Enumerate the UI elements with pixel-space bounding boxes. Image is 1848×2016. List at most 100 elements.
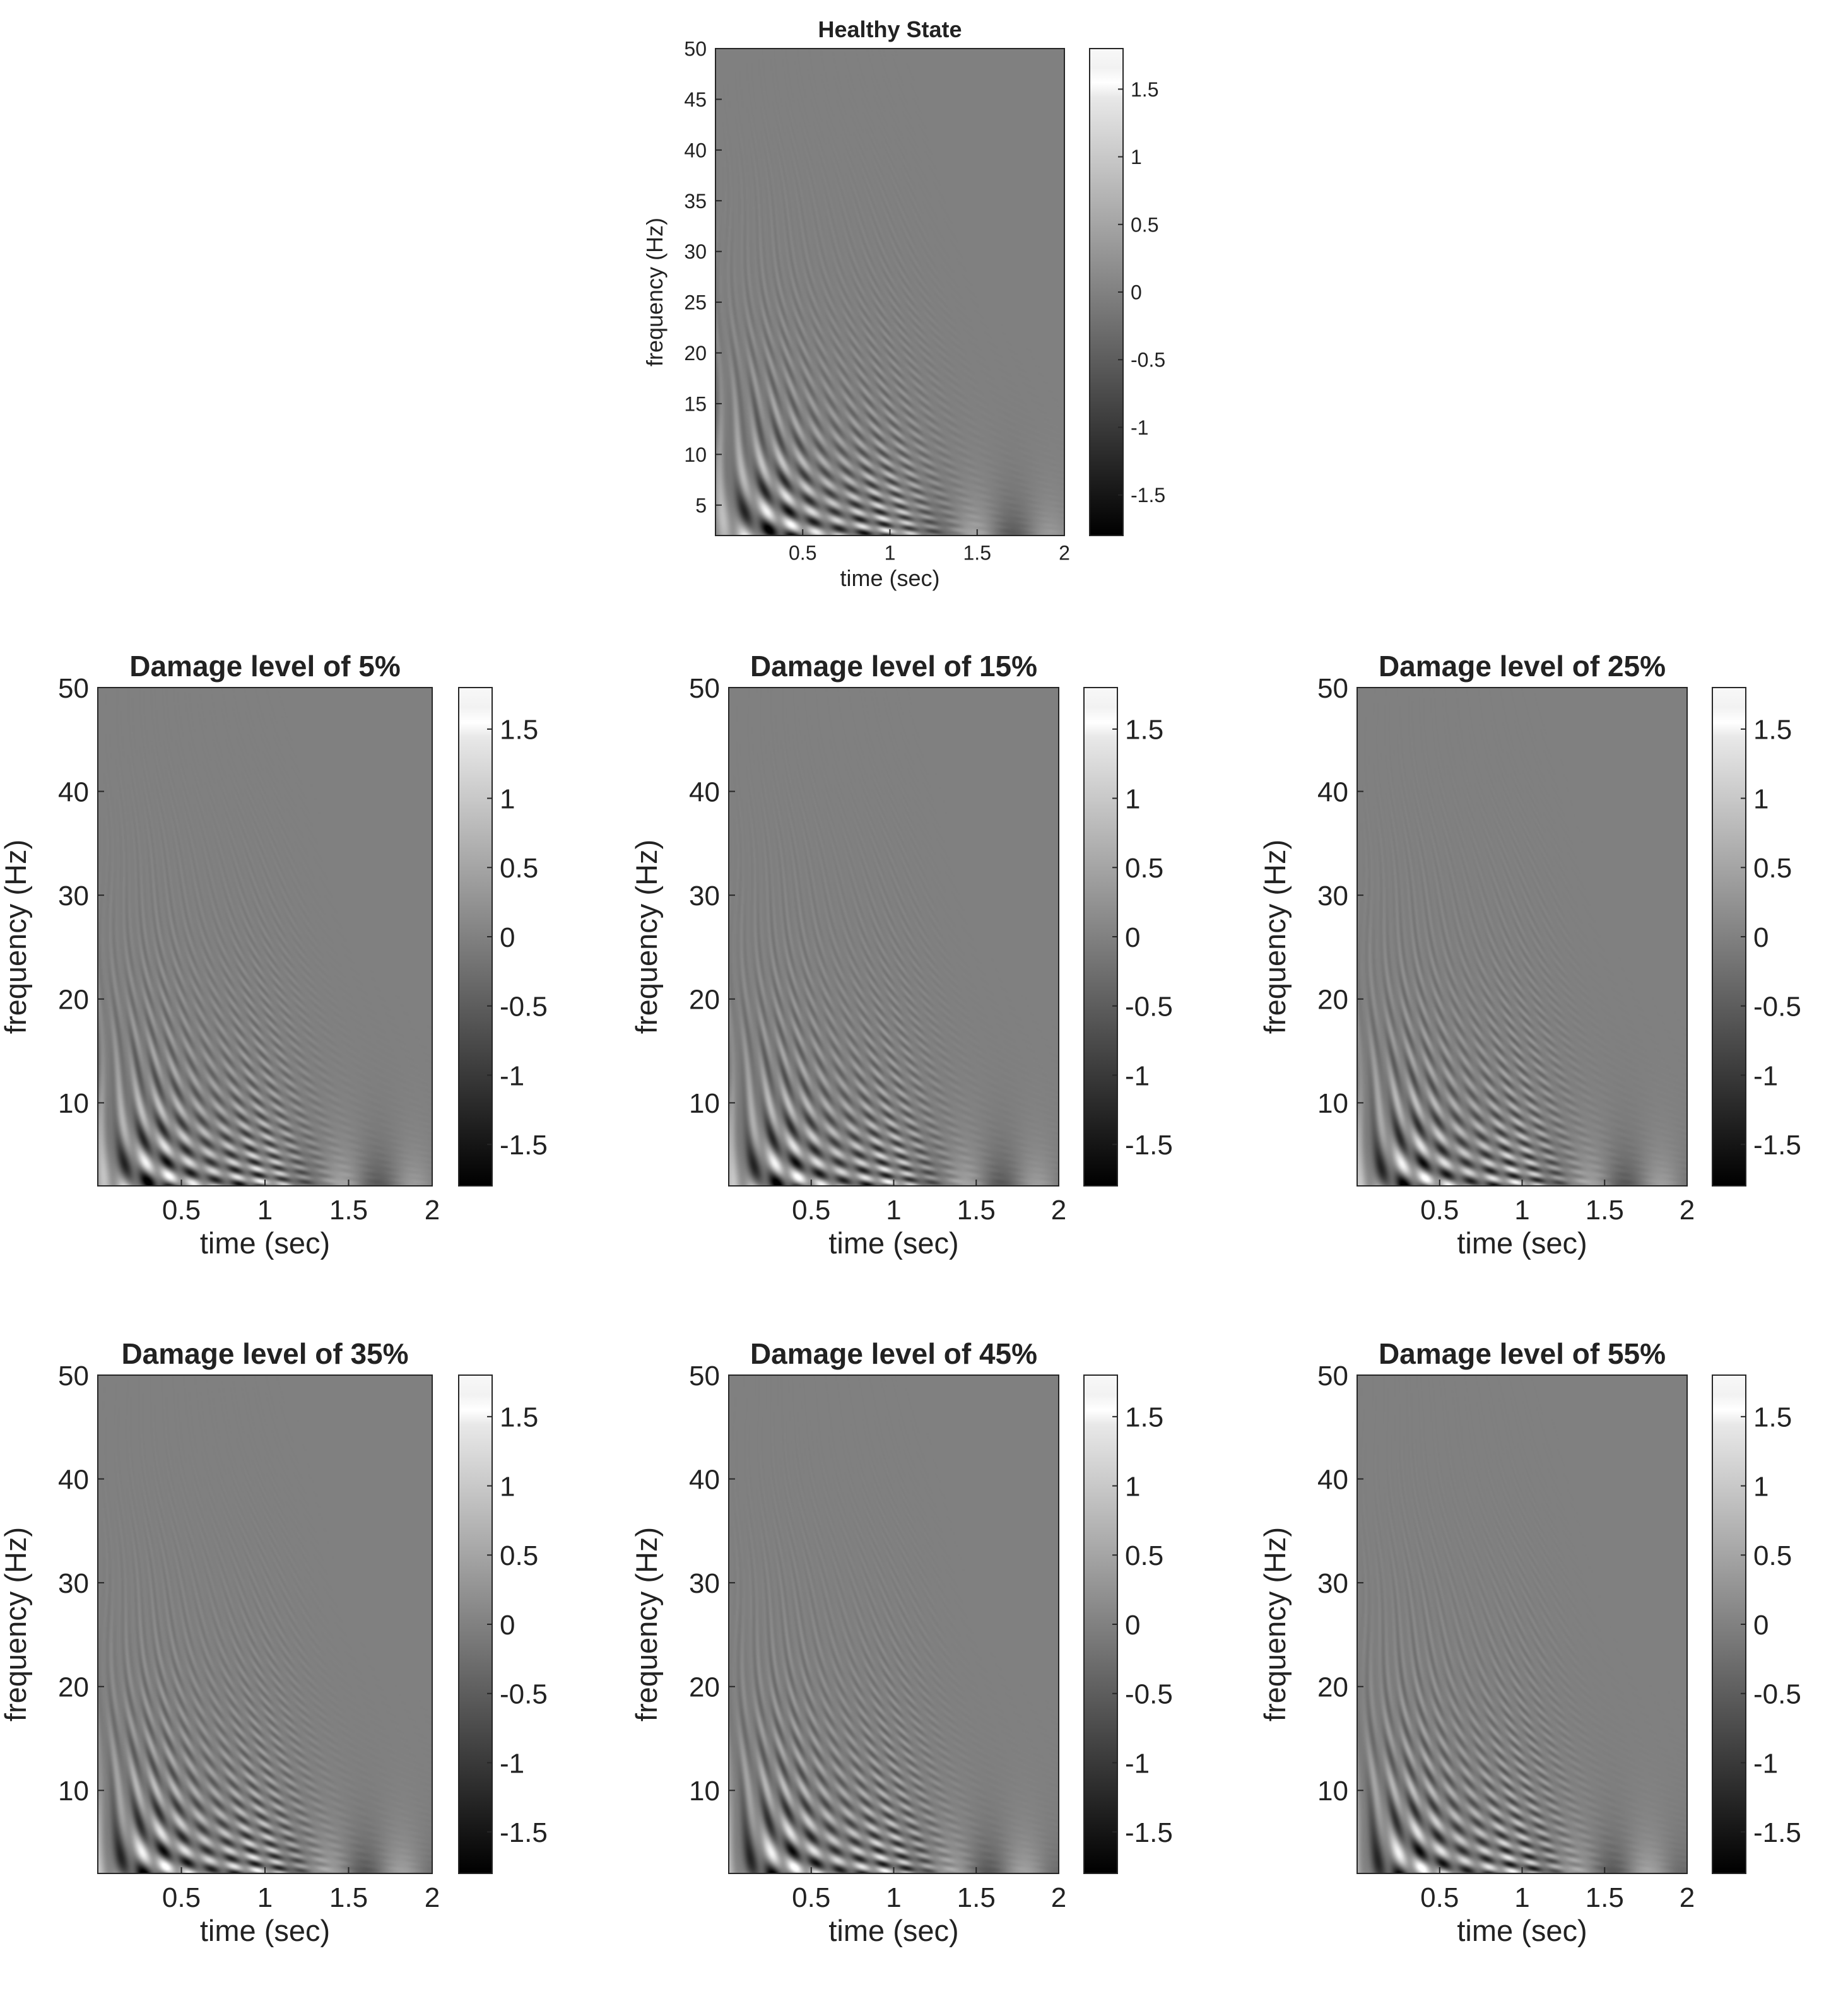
chart-title: Damage level of 5% xyxy=(129,650,401,683)
y-tick-label: 40 xyxy=(1317,777,1348,807)
y-axis-label: frequency (Hz) xyxy=(0,1527,32,1721)
colorbar-tick-label: -1.5 xyxy=(1753,1817,1801,1848)
y-tick-label: 10 xyxy=(689,1088,720,1119)
y-tick-label: 45 xyxy=(684,88,707,111)
y-tick-label: 30 xyxy=(689,881,720,911)
y-tick-label: 10 xyxy=(689,1776,720,1807)
colorbar-tick-label: 1.5 xyxy=(1753,1402,1792,1433)
x-tick-label: 1.5 xyxy=(957,1195,996,1226)
x-axis-label: time (sec) xyxy=(828,1914,958,1947)
panel-4: Damage level of 25%0.5 1 1.5 21020304050tim… xyxy=(1258,650,1801,1260)
y-axis-label: frequency (Hz) xyxy=(1258,1527,1292,1721)
heatmap-image xyxy=(98,688,432,1186)
y-tick-label: 10 xyxy=(58,1776,89,1807)
y-tick-label: 40 xyxy=(689,1464,720,1495)
x-axis-label: time (sec) xyxy=(828,1226,958,1260)
heatmap-image xyxy=(729,1375,1059,1873)
colorbar-tick-label: 0 xyxy=(500,922,515,953)
colorbar xyxy=(458,1374,493,1874)
y-tick-label: 40 xyxy=(689,777,720,807)
heatmap-image xyxy=(715,49,1064,536)
y-tick-label: 40 xyxy=(58,777,89,807)
colorbar-tick-label: 0.5 xyxy=(1125,853,1163,884)
x-tick-label: 1.5 xyxy=(1586,1195,1624,1226)
x-tick-label: 2 xyxy=(425,1195,440,1226)
x-tick-label: 0.5 xyxy=(162,1195,201,1226)
heatmap-image xyxy=(1357,688,1687,1186)
y-tick-label: 20 xyxy=(684,342,707,365)
x-tick-label: 0.5 xyxy=(789,541,816,564)
colorbar-tick-label: -1.5 xyxy=(1753,1130,1801,1161)
colorbar-tick-label: 0 xyxy=(1753,922,1769,953)
chart-title: Damage level of 35% xyxy=(121,1337,408,1370)
y-tick-label: 40 xyxy=(1317,1464,1348,1495)
panel-2: Damage level of 5%0.5 1 1.5 21020304050time… xyxy=(0,650,548,1260)
x-tick-label: 2 xyxy=(1680,1882,1695,1913)
colorbar-tick-label: 0 xyxy=(1125,922,1140,953)
y-tick-label: 20 xyxy=(1317,985,1348,1016)
colorbar-tick-label: 1.5 xyxy=(1753,715,1792,746)
y-tick-label: 50 xyxy=(58,1361,89,1392)
colorbar-tick-label: 1.5 xyxy=(1125,715,1163,746)
x-tick-label: 2 xyxy=(1680,1195,1695,1226)
colorbar xyxy=(1089,48,1124,536)
colorbar-tick-label: 1 xyxy=(1753,1471,1769,1502)
y-tick-label: 10 xyxy=(58,1088,89,1119)
panel-6: Damage level of 45%0.5 1 1.5 21020304050tim… xyxy=(630,1337,1173,1947)
heatmap-image xyxy=(729,688,1059,1186)
colorbar-tick-label: -1 xyxy=(1753,1060,1778,1091)
x-tick-label: 2 xyxy=(1051,1882,1066,1913)
colorbar-tick-label: -0.5 xyxy=(500,992,548,1023)
colorbar-tick-label: -1.5 xyxy=(500,1817,548,1848)
chart-title: Damage level of 25% xyxy=(1379,650,1666,683)
y-axis-label: frequency (Hz) xyxy=(1258,840,1292,1034)
y-tick-label: 50 xyxy=(684,38,707,61)
y-axis-label: frequency (Hz) xyxy=(630,1527,663,1721)
y-tick-label: 40 xyxy=(58,1464,89,1495)
y-tick-label: 20 xyxy=(58,985,89,1016)
x-tick-label: 1 xyxy=(257,1882,273,1913)
colorbar-tick-label: -0.5 xyxy=(500,1679,548,1710)
colorbar xyxy=(1712,1374,1746,1874)
y-tick-label: 50 xyxy=(1317,1361,1348,1392)
y-tick-label: 50 xyxy=(689,673,720,704)
y-tick-label: 50 xyxy=(58,673,89,704)
y-axis-label: frequency (Hz) xyxy=(630,840,663,1034)
x-tick-label: 1 xyxy=(886,1195,901,1226)
y-axis-label: frequency (Hz) xyxy=(642,218,668,366)
x-axis-label: time (sec) xyxy=(840,565,939,591)
colorbar-tick-label: -0.5 xyxy=(1125,992,1173,1023)
colorbar-tick-label: -0.5 xyxy=(1753,1679,1801,1710)
x-tick-label: 1 xyxy=(885,541,896,564)
x-tick-label: 1 xyxy=(1514,1195,1529,1226)
colorbar xyxy=(458,687,493,1187)
colorbar-tick-label: 0.5 xyxy=(1753,1540,1792,1571)
y-tick-label: 25 xyxy=(684,291,707,314)
y-tick-label: 50 xyxy=(689,1361,720,1392)
heatmap-image xyxy=(1357,1375,1687,1873)
x-tick-label: 1 xyxy=(886,1882,901,1913)
colorbar-tick-label: -1.5 xyxy=(1125,1130,1173,1161)
colorbar-tick-label: -1 xyxy=(500,1748,524,1779)
x-tick-label: 1.5 xyxy=(957,1882,996,1913)
x-axis-label: time (sec) xyxy=(1457,1914,1587,1947)
y-tick-label: 20 xyxy=(1317,1672,1348,1703)
heatmap-image xyxy=(98,1375,432,1873)
chart-title: Damage level of 45% xyxy=(750,1337,1037,1370)
colorbar-tick-label: 0.5 xyxy=(1125,1540,1163,1571)
colorbar-tick-label: -1 xyxy=(1753,1748,1778,1779)
y-tick-label: 35 xyxy=(684,190,707,213)
x-axis-label: time (sec) xyxy=(200,1226,330,1260)
colorbar-tick-label: 0.5 xyxy=(500,1540,538,1571)
colorbar-tick-label: 1 xyxy=(1753,783,1769,814)
y-tick-label: 15 xyxy=(684,392,707,415)
colorbar-tick-label: -1.5 xyxy=(1131,484,1165,507)
colorbar xyxy=(1083,1374,1118,1874)
x-tick-label: 0.5 xyxy=(792,1195,830,1226)
y-tick-label: 10 xyxy=(1317,1776,1348,1807)
y-tick-label: 20 xyxy=(689,985,720,1016)
chart-title: Healthy State xyxy=(818,16,962,42)
y-tick-label: 30 xyxy=(689,1568,720,1599)
x-tick-label: 0.5 xyxy=(1420,1882,1459,1913)
